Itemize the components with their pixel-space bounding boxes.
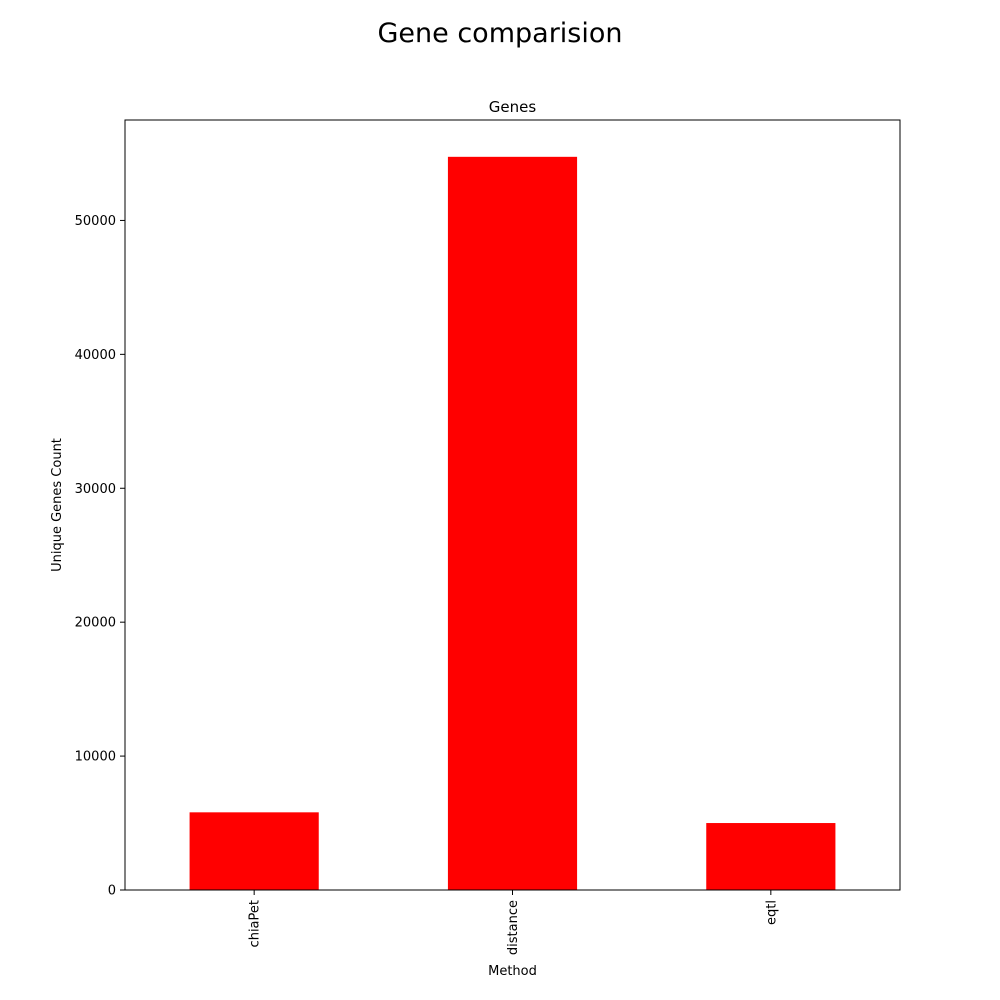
figure-suptitle: Gene comparision <box>378 18 623 49</box>
x-axis-label: Method <box>488 964 537 979</box>
chart-title: Genes <box>489 98 537 116</box>
x-tick-label: eqtl <box>764 900 779 925</box>
plot-area-frame <box>124 119 901 891</box>
y-tick-label: 40000 <box>75 348 116 363</box>
y-axis: 0 10000 20000 30000 40000 50000 <box>75 214 125 899</box>
x-tick-label: distance <box>506 900 521 955</box>
y-tick-label: 10000 <box>75 750 116 765</box>
x-tick-label: chiaPet <box>248 900 263 947</box>
y-tick-label: 20000 <box>75 616 116 631</box>
bar-eqtl <box>706 823 836 890</box>
y-tick-label: 50000 <box>75 214 116 229</box>
y-axis-label: Unique Genes Count <box>50 438 65 572</box>
bar-chiapet <box>189 812 319 890</box>
bar-distance <box>447 156 578 891</box>
y-tick-label: 30000 <box>75 482 116 497</box>
bars <box>189 156 836 891</box>
x-axis: chiaPet distance eqtl <box>248 890 779 955</box>
y-tick-label: 0 <box>108 884 116 899</box>
